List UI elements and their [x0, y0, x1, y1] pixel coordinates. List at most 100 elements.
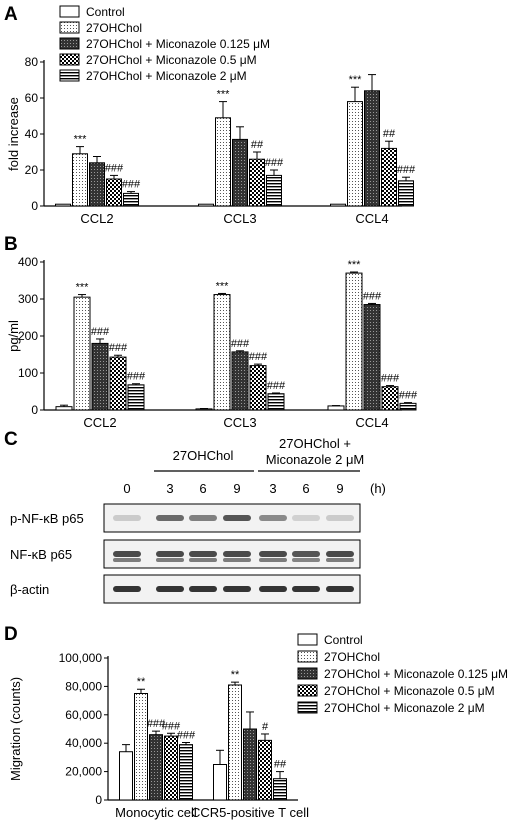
blot-band	[292, 515, 320, 521]
significance-mark-a: ***	[349, 74, 363, 86]
blot-row-label: p-NF-κB p65	[10, 511, 84, 526]
bar-b	[267, 393, 285, 411]
western-blot-panel-c: 27OHChol 27OHChol +Miconazole 2 μM 0 3 6 9 3 6 9…	[10, 436, 386, 604]
blot-band-lower	[156, 558, 184, 562]
blot-band	[326, 515, 354, 521]
blot-band	[223, 515, 251, 521]
blot-band	[113, 515, 141, 521]
y-tick-label-a: 40	[25, 127, 39, 141]
category-label-a: CCL2	[80, 211, 113, 226]
legend-label-a: Control	[86, 5, 125, 19]
blot-band	[189, 551, 217, 557]
category-label-a: CCL3	[223, 211, 256, 226]
significance-mark-a: ###	[265, 157, 284, 169]
significance-mark-d: ##	[274, 759, 287, 771]
bar-b	[55, 406, 73, 411]
bar-a	[198, 203, 214, 207]
significance-mark-a: ##	[383, 128, 396, 140]
legend-label-d: 27OHChol + Miconazole 0.5 μM	[324, 684, 495, 698]
significance-mark-a: ###	[122, 179, 141, 191]
bar-b	[249, 365, 267, 411]
bar-b	[363, 304, 381, 411]
legend-swatch-a	[59, 69, 80, 82]
significance-mark-a: ###	[397, 164, 416, 176]
bar-b	[345, 272, 363, 411]
legend-swatch-d	[297, 667, 318, 680]
y-tick-label-d: 100,000	[59, 651, 103, 665]
y-axis-label-d: Migration (counts)	[8, 677, 23, 781]
bar-a	[55, 203, 71, 207]
significance-mark-d: ###	[147, 718, 166, 730]
significance-mark-a: ##	[251, 139, 264, 151]
blot-band	[259, 586, 287, 592]
y-tick-label-a: 60	[25, 91, 39, 105]
significance-mark-b: ###	[267, 380, 286, 392]
significance-mark-d: **	[137, 676, 146, 688]
panel-letter-b: B	[4, 234, 18, 255]
y-tick-label-d: 20,000	[65, 765, 102, 779]
y-tick-label-b: 200	[18, 329, 38, 343]
blot-band	[189, 515, 217, 521]
bar-b	[399, 402, 417, 411]
significance-mark-b: ###	[249, 351, 268, 363]
panel-letter-d: D	[4, 624, 18, 645]
significance-mark-b: ***	[76, 282, 90, 294]
bar-d	[258, 739, 272, 801]
blot-band	[223, 586, 251, 592]
y-tick-label-b: 0	[31, 403, 38, 417]
bar-d	[134, 693, 148, 801]
time-label: 6	[302, 481, 309, 496]
blot-band	[326, 551, 354, 557]
time-unit-label: (h)	[370, 481, 386, 496]
category-label-b: CCL3	[223, 415, 256, 430]
bar-d	[243, 728, 257, 801]
bar-d	[179, 744, 193, 801]
significance-mark-d: ###	[162, 720, 181, 732]
y-tick-label-d: 80,000	[65, 679, 102, 693]
chart-panel-d: 0 20,000 40,000 60,000 80,000 100,000 Migratio…	[8, 633, 508, 820]
bar-d	[149, 734, 163, 801]
legend-label-a: 27OHChol + Miconazole 0.125 μM	[86, 37, 270, 51]
bar-b	[213, 294, 231, 411]
blot-band-lower	[292, 558, 320, 562]
bar-d	[228, 684, 242, 801]
y-tick-label-d: 60,000	[65, 708, 102, 722]
y-tick-label-b: 400	[18, 255, 38, 269]
bar-a	[347, 101, 363, 207]
bar-a	[215, 117, 231, 207]
bar-a	[72, 153, 88, 207]
blot-band	[113, 551, 141, 557]
significance-mark-a: ***	[217, 89, 231, 101]
treatment-label-miconazole-line1: 27OHChol +	[279, 436, 351, 451]
bar-d	[273, 778, 287, 801]
legend-label-a: 27OHChol + Miconazole 2 μM	[86, 69, 247, 83]
bar-b	[109, 356, 127, 411]
time-label: 0	[123, 481, 130, 496]
blot-band-lower	[326, 558, 354, 562]
time-label: 3	[269, 481, 276, 496]
bar-a	[89, 162, 105, 207]
significance-mark-b: ###	[109, 342, 128, 354]
bar-b	[231, 351, 249, 411]
category-label-a: CCL4	[355, 211, 388, 226]
blot-band	[292, 551, 320, 557]
significance-mark-d: **	[231, 669, 240, 681]
bar-d	[119, 751, 133, 801]
bar-a	[398, 180, 414, 207]
blot-band	[292, 586, 320, 592]
legend-swatch-a	[59, 21, 80, 34]
y-tick-label-b: 300	[18, 292, 38, 306]
category-label-d: CCR5-positive T cell	[191, 805, 309, 820]
bar-a	[123, 192, 139, 207]
significance-mark-b: ###	[91, 326, 110, 338]
legend-swatch-a	[59, 53, 80, 66]
blot-band	[156, 586, 184, 592]
significance-mark-b: ***	[348, 259, 362, 271]
time-label: 6	[199, 481, 206, 496]
blot-row-label: β-actin	[10, 582, 49, 597]
significance-mark-b: ###	[363, 290, 382, 302]
blot-band	[156, 515, 184, 521]
legend-label-a: 27OHChol + Miconazole 0.5 μM	[86, 53, 257, 67]
chart-panel-a: 0 20 40 60 80 fold increase *** ### ### CCL2 *** ##…	[6, 5, 416, 226]
